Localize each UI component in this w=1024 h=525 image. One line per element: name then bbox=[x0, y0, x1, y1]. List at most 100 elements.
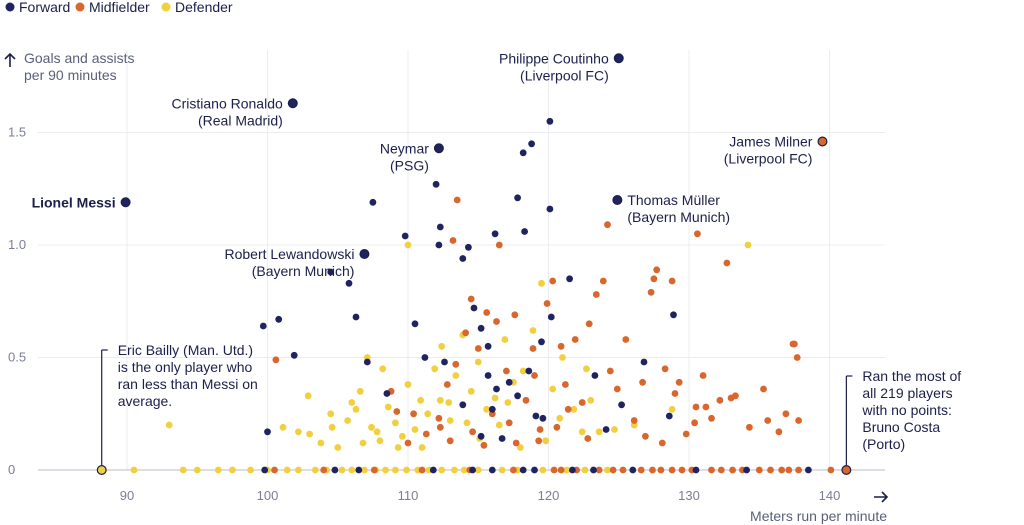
annotation-text-line: (Liverpool FC) bbox=[520, 67, 609, 83]
highlighted-point bbox=[817, 136, 828, 147]
defender-point bbox=[306, 430, 313, 438]
defender-point bbox=[130, 466, 138, 474]
annotation-cristiano-ronaldo: Cristiano Ronaldo(Real Madrid) bbox=[171, 95, 298, 128]
defender-point bbox=[474, 466, 482, 474]
midfielder-point bbox=[404, 439, 412, 447]
midfielder-point bbox=[642, 432, 649, 440]
defender-point bbox=[417, 396, 424, 404]
midfielder-point bbox=[755, 466, 763, 474]
forward-point bbox=[743, 466, 750, 474]
midfielder-point bbox=[708, 466, 715, 474]
midfielder-point bbox=[595, 466, 603, 474]
midfielder-point bbox=[493, 318, 500, 325]
forward-point bbox=[421, 354, 429, 361]
midfielder-point bbox=[791, 340, 798, 348]
midfielder-point bbox=[609, 466, 617, 474]
defender-point bbox=[334, 444, 342, 451]
forward-point bbox=[352, 313, 360, 321]
midfielder-point bbox=[483, 309, 491, 316]
midfielder-point bbox=[435, 414, 443, 422]
midfielder-point bbox=[557, 466, 565, 474]
defender-point bbox=[283, 466, 291, 474]
annotation-eric-bailly: Eric Bailly (Man. Utd.)is the only playe… bbox=[96, 342, 258, 476]
x-tick-label: 100 bbox=[257, 488, 279, 503]
defender-point bbox=[295, 428, 302, 436]
forward-point bbox=[539, 414, 547, 422]
defender-point bbox=[587, 396, 595, 404]
defender-point bbox=[495, 421, 503, 429]
defender-point bbox=[317, 439, 325, 447]
midfielder-point bbox=[535, 437, 543, 445]
annotation-text-line: Bruno Costa bbox=[862, 419, 940, 435]
annotation-text-line: is the only player who bbox=[118, 359, 253, 375]
defender-point bbox=[411, 426, 419, 433]
forward-point bbox=[590, 466, 597, 474]
midfielder-point bbox=[480, 441, 488, 449]
legend-label-defender: Defender bbox=[175, 0, 233, 15]
midfielder-point bbox=[522, 396, 530, 404]
annotation-text-line: with no points: bbox=[861, 402, 952, 418]
midfielder-point bbox=[699, 372, 707, 379]
x-axis-arrow-icon bbox=[874, 491, 889, 503]
midfielder-point bbox=[564, 405, 572, 413]
midfielder-point bbox=[503, 367, 510, 375]
midfielder-point bbox=[474, 345, 482, 352]
midfielder-point bbox=[592, 291, 600, 298]
defender-point bbox=[581, 466, 589, 474]
defender-point bbox=[361, 466, 368, 474]
midfielder-point bbox=[418, 466, 426, 474]
forward-point bbox=[327, 268, 335, 276]
midfielder-point bbox=[443, 381, 451, 388]
defender-point bbox=[438, 466, 446, 474]
forward-point bbox=[547, 313, 555, 321]
midfielder-point bbox=[452, 360, 460, 368]
defender-point bbox=[436, 396, 444, 404]
midfielder-point bbox=[584, 435, 592, 442]
defender-point bbox=[498, 466, 506, 474]
defender-point bbox=[193, 466, 201, 474]
midfielder-point bbox=[619, 466, 627, 474]
legend-swatch-forward bbox=[5, 2, 15, 12]
midfielder-point bbox=[692, 403, 700, 411]
forward-point bbox=[383, 390, 391, 397]
defender-point bbox=[517, 444, 524, 451]
midfielder-point bbox=[467, 295, 475, 303]
forward-point bbox=[264, 428, 271, 436]
midfielder-point bbox=[661, 365, 669, 373]
midfielder-point bbox=[657, 466, 665, 474]
midfielder-point bbox=[436, 423, 444, 431]
forward-point bbox=[435, 241, 443, 249]
defender-point bbox=[348, 466, 356, 474]
midfielder-point bbox=[795, 466, 802, 474]
legend-swatch-midfielder bbox=[75, 2, 85, 12]
midfielder-point bbox=[671, 390, 679, 397]
defender-point bbox=[556, 414, 564, 422]
midfielder-point bbox=[682, 430, 690, 438]
midfielder-point bbox=[599, 277, 607, 285]
y-axis-arrow-icon bbox=[4, 52, 16, 67]
midfielder-point bbox=[764, 417, 772, 424]
defender-point bbox=[304, 392, 312, 400]
annotation-text-line: Ran the most of bbox=[862, 368, 961, 384]
defender-point bbox=[382, 466, 389, 474]
midfielder-point bbox=[320, 466, 328, 474]
forward-point bbox=[546, 117, 554, 125]
defender-point bbox=[165, 421, 173, 429]
annotation-neymar: Neymar(PSG) bbox=[380, 140, 444, 173]
midfielder-point bbox=[449, 237, 457, 244]
midfielder-point bbox=[717, 466, 725, 474]
forward-point bbox=[569, 466, 576, 474]
x-tick-label: 110 bbox=[398, 488, 419, 503]
legend-label-forward: Forward bbox=[19, 0, 70, 15]
defender-point bbox=[559, 354, 566, 361]
midfielder-point bbox=[727, 394, 735, 402]
defender-point bbox=[595, 428, 603, 436]
midfielder-point bbox=[650, 275, 658, 283]
forward-point bbox=[566, 275, 573, 283]
annotation-text-line: Lionel Messi bbox=[32, 194, 116, 210]
forward-point bbox=[488, 466, 496, 474]
highlighted-point bbox=[287, 98, 298, 109]
midfielder-point bbox=[668, 277, 676, 285]
data-points bbox=[98, 54, 850, 474]
